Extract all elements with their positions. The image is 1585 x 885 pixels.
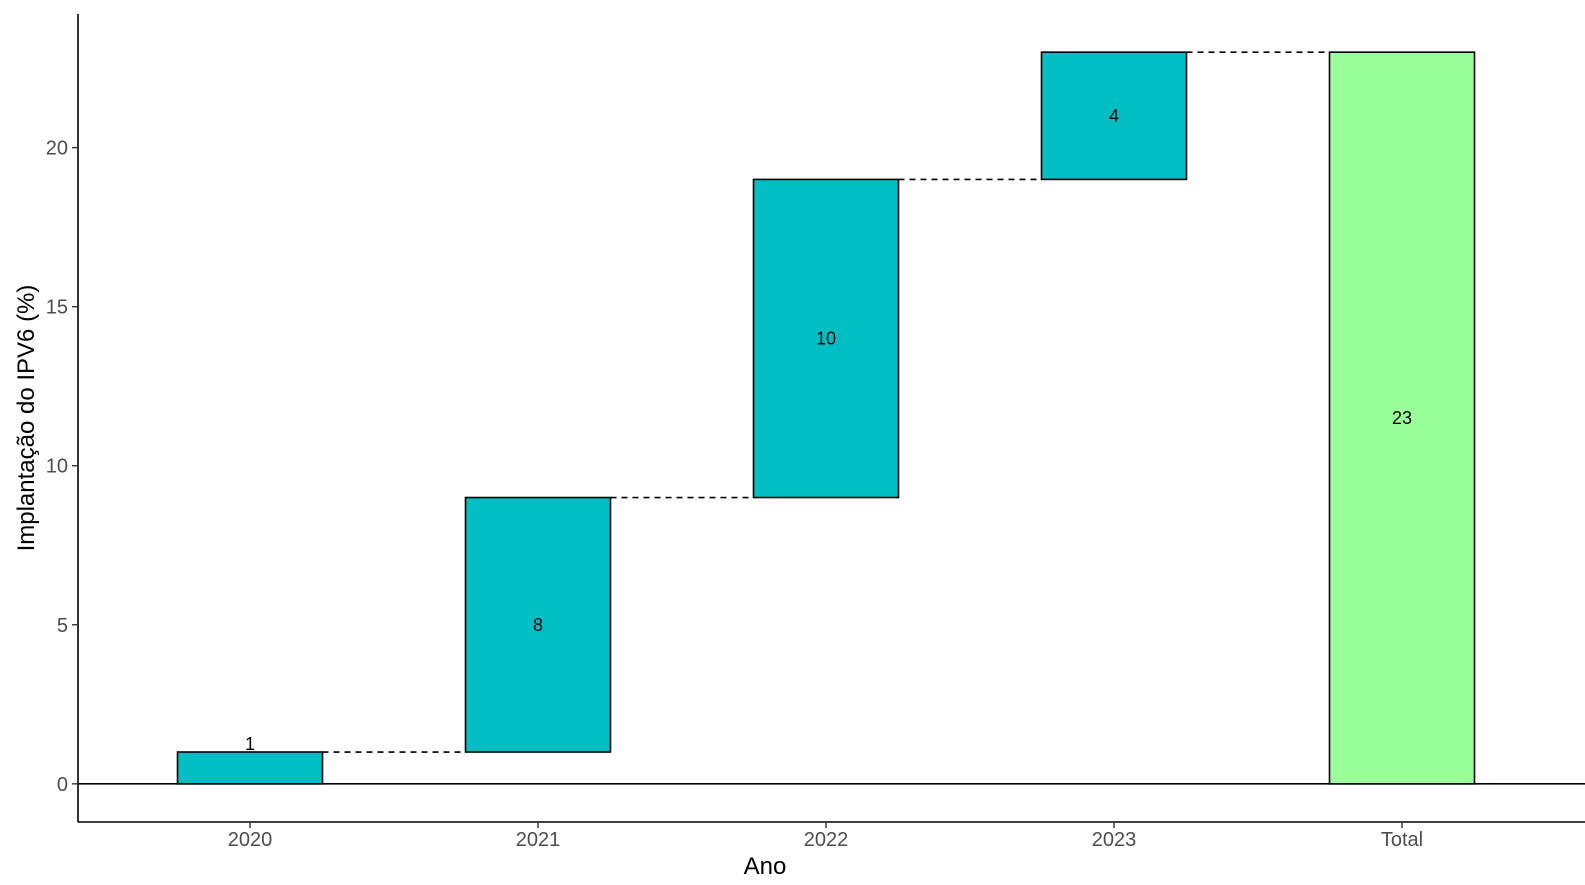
bar-2020: [176, 751, 324, 785]
y-tick-label: 5: [57, 615, 68, 637]
data-label-2022: 10: [816, 328, 836, 348]
x-axis-ticks: 2020 2021 2022 2023 Total: [228, 822, 1423, 851]
data-label-2021: 8: [533, 615, 543, 635]
y-axis-ticks: 0 5 10 15 20: [46, 138, 78, 796]
bar-2023: [1040, 51, 1188, 181]
y-tick-label: 20: [46, 138, 68, 160]
data-labels: 1 8 10 4 23: [245, 106, 1412, 754]
y-tick-label: 10: [46, 456, 68, 478]
data-label-2023: 4: [1109, 106, 1119, 126]
x-tick-label-2021: 2021: [516, 829, 561, 851]
y-axis-title: Implantação do IPV6 (%): [13, 285, 40, 552]
data-label-total: 23: [1392, 408, 1412, 428]
bars-group: [176, 51, 1476, 785]
bar-total: [1328, 51, 1476, 785]
x-tick-label-2023: 2023: [1092, 829, 1137, 851]
x-tick-label-total: Total: [1381, 829, 1423, 851]
bar-2021: [464, 496, 612, 753]
bar-2022: [752, 178, 900, 499]
y-tick-label: 0: [57, 774, 68, 796]
x-axis-title: Ano: [744, 853, 787, 880]
x-tick-label-2022: 2022: [804, 829, 849, 851]
data-label-2020: 1: [245, 734, 255, 754]
x-tick-label-2020: 2020: [228, 829, 273, 851]
y-tick-label: 15: [46, 297, 68, 319]
connector-lines: [322, 51, 1330, 753]
